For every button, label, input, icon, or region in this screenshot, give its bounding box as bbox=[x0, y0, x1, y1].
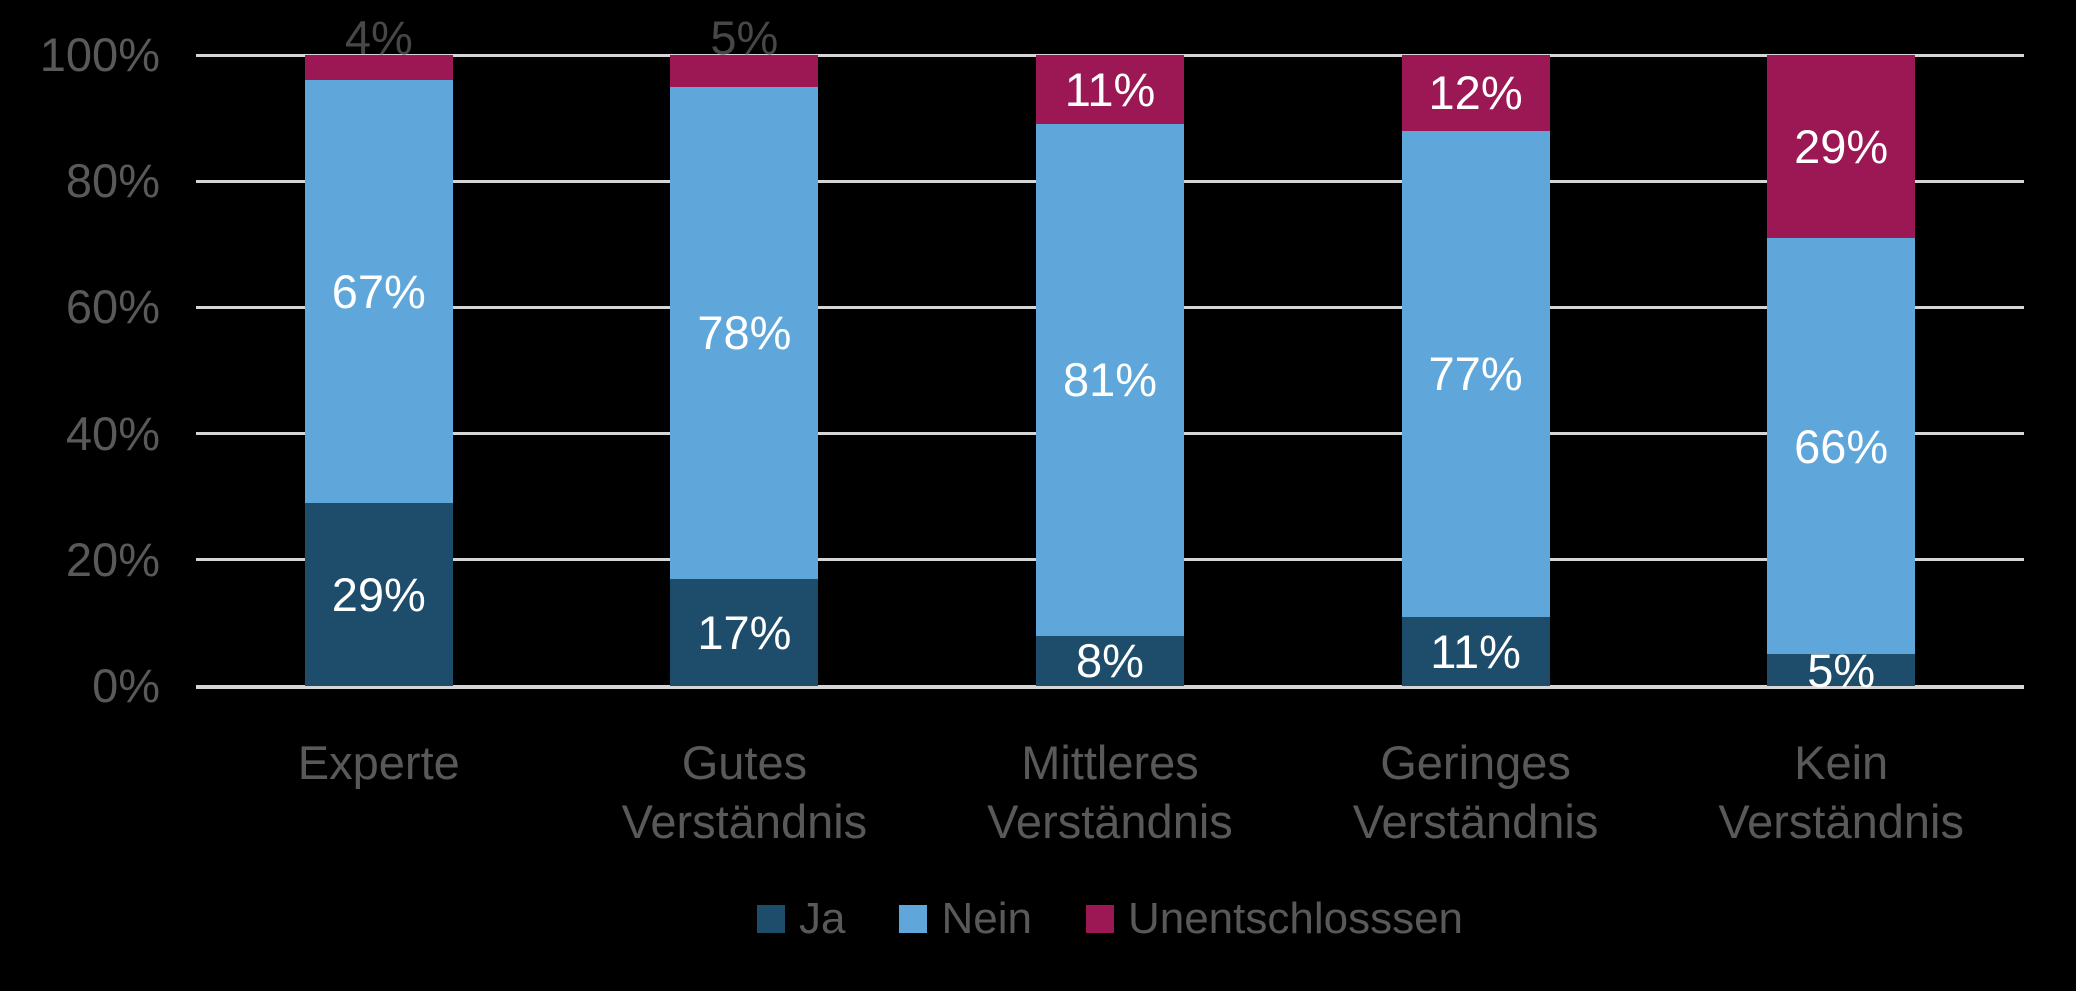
x-axis-label: Mittleres Verständnis bbox=[987, 736, 1233, 848]
bar-kein-verst-ndnis: 5% 66% 29% bbox=[1767, 55, 1916, 694]
y-tick-label: 20% bbox=[65, 532, 160, 586]
y-tick-label: 0% bbox=[92, 659, 160, 712]
value-label: 81% bbox=[1062, 353, 1158, 407]
value-label: 11% bbox=[1064, 63, 1156, 117]
y-tick-label: 80% bbox=[65, 154, 160, 208]
value-label: 8% bbox=[1076, 634, 1144, 688]
segment-ja: 8% bbox=[1036, 634, 1184, 688]
value-label: 78% bbox=[697, 306, 792, 360]
gridline-0 bbox=[196, 684, 2024, 689]
value-label: 12% bbox=[1428, 66, 1523, 120]
x-axis-label: Geringes Verständnis bbox=[1352, 736, 1599, 848]
legend-swatch-icon bbox=[899, 905, 928, 933]
y-tick-label: 40% bbox=[65, 406, 160, 460]
bar-experte: 29% 67% 4% bbox=[304, 14, 453, 686]
legend: Ja Nein Unentschlosssen bbox=[196, 897, 2024, 941]
x-axis-label: Gutes Verständnis bbox=[621, 736, 868, 848]
value-label: 77% bbox=[1428, 347, 1523, 401]
legend-label: Nein bbox=[941, 894, 1032, 943]
segment-unentschlosssen bbox=[670, 55, 819, 87]
segment-unentschlosssen: 11% bbox=[1036, 55, 1184, 125]
y-tick-label: 100% bbox=[39, 28, 160, 81]
y-tick-label: 60% bbox=[65, 280, 160, 334]
segment-ja: 11% bbox=[1401, 616, 1550, 686]
legend-item-nein: Nein bbox=[899, 897, 1032, 941]
value-label: 4% bbox=[344, 11, 413, 65]
value-label: 29% bbox=[331, 568, 426, 621]
legend-label: Ja bbox=[798, 894, 846, 943]
gridline-100 bbox=[196, 53, 2024, 57]
segment-nein: 67% bbox=[304, 80, 453, 504]
segment-unentschlosssen bbox=[304, 55, 453, 81]
legend-swatch-icon bbox=[1085, 905, 1114, 933]
value-label: 11% bbox=[1430, 624, 1521, 678]
segment-nein: 78% bbox=[670, 86, 819, 579]
legend-item-unentschlosssen: Unentschlosssen bbox=[1085, 894, 1464, 943]
bar-gutes-verst-ndnis: 17% 78% 5% bbox=[670, 14, 819, 686]
segment-ja: 29% bbox=[304, 503, 453, 686]
value-label: 5% bbox=[1807, 643, 1876, 697]
segment-nein: 66% bbox=[1767, 238, 1916, 655]
y-axis: 0% 20% 40% 60% 80% 100% bbox=[0, 0, 160, 991]
value-label: 66% bbox=[1794, 419, 1889, 473]
segment-unentschlosssen: 12% bbox=[1401, 55, 1550, 131]
segment-nein: 81% bbox=[1036, 124, 1184, 636]
x-axis-label: Experte bbox=[297, 736, 460, 789]
bar-geringes-verst-ndnis: 11% 77% 12% bbox=[1401, 55, 1550, 686]
value-label: 67% bbox=[331, 265, 426, 319]
value-label: 17% bbox=[697, 605, 792, 659]
value-label: 29% bbox=[1794, 120, 1889, 173]
segment-ja: 17% bbox=[670, 578, 819, 686]
value-label: 5% bbox=[710, 11, 779, 65]
x-axis-label: Kein Verständnis bbox=[1718, 736, 1964, 848]
segment-ja: 5% bbox=[1767, 647, 1916, 694]
x-axis: Experte Gutes Verständnis Mittleres Verständ… bbox=[196, 733, 2024, 851]
segment-unentschlosssen: 29% bbox=[1767, 55, 1916, 238]
legend-swatch-icon bbox=[756, 905, 785, 933]
segment-nein: 77% bbox=[1401, 130, 1550, 617]
legend-item-ja: Ja bbox=[756, 894, 846, 943]
legend-label: Unentschlosssen bbox=[1127, 894, 1464, 943]
bar-mittleres-verst-ndnis: 8% 81% 11% bbox=[1036, 55, 1184, 686]
plot-area: 29% 67% 4% 17% 78% 5% 8% 81% 11% 11% 77% 12% 5% 66% 29… bbox=[196, 14, 2024, 694]
